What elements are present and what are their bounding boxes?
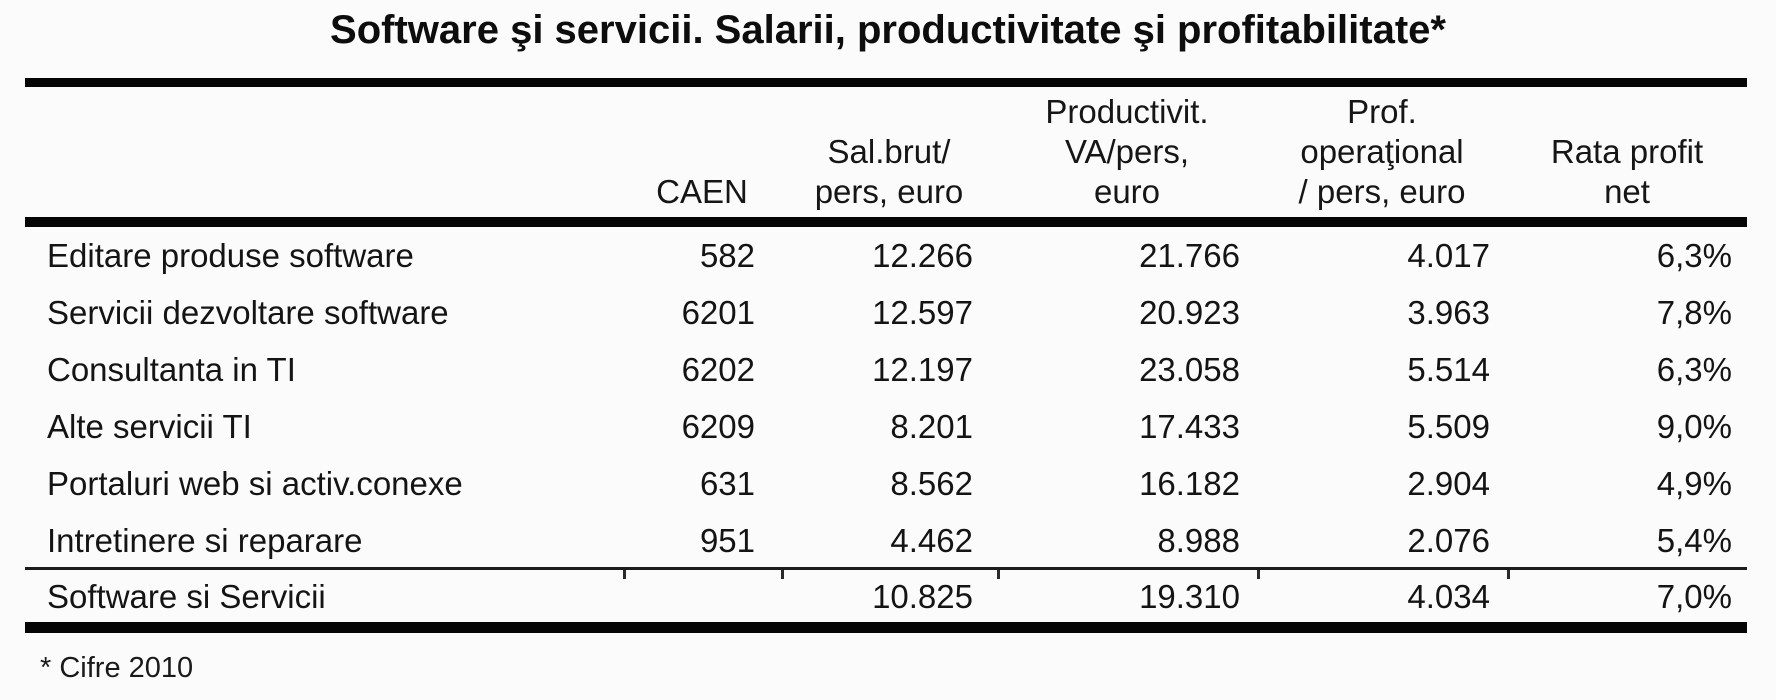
row-rata-value: 9,0% [1656,407,1732,445]
header-bottom-rule [25,217,1747,227]
bottom-thick-rule [25,622,1747,633]
header-caen: CAEN [656,173,748,210]
row-caen-value: 631 [699,464,755,502]
row-rata-value: 5,4% [1656,521,1732,559]
row-prod-value: 20.923 [1139,293,1240,331]
row-sal-value: 8.201 [890,407,973,445]
column-divider-tick [1507,570,1510,579]
row-prod-value: 8.988 [1157,521,1240,559]
row-caen-value: 582 [699,236,755,274]
row-prod-value: 23.058 [1139,350,1240,388]
row-prod-value: 17.433 [1139,407,1240,445]
row-prof-value: 5.509 [1407,407,1490,445]
row-caen-value: 6202 [681,350,755,388]
row-sal-value: 8.562 [890,464,973,502]
footnote: * Cifre 2010 [40,652,194,684]
row-prof-value: 5.514 [1407,350,1490,388]
row-activity-label: Intretinere si reparare [47,521,363,559]
column-divider-tick [781,570,784,579]
body-total-divider-rule [25,567,1747,570]
row-prof-value: 3.963 [1407,293,1490,331]
total-prof-value: 4.034 [1407,578,1490,615]
row-rata-value: 6,3% [1656,350,1732,388]
header-sal-brut: Sal.brut/ pers, euro [814,133,964,210]
row-rata-value: 4,9% [1656,464,1732,502]
table-row: Intretinere si reparare 951 4.462 8.988 … [25,512,1747,569]
table-row: Alte servicii TI 6209 8.201 17.433 5.509… [25,398,1747,455]
row-activity-label: Editare produse software [47,236,414,274]
header-productivitate: Productivit. VA/pers, euro [1045,93,1209,210]
table-row: Consultanta in TI 6202 12.197 23.058 5.5… [25,341,1747,398]
row-prod-value: 16.182 [1139,464,1240,502]
table-row: Portaluri web si activ.conexe 631 8.562 … [25,455,1747,512]
table-header-row: CAEN Sal.brut/ pers, euro Productivit. V… [25,88,1747,214]
header-rata-profit: Rata profit net [1550,133,1704,210]
header-profit-operational: Prof. operaţional / pers, euro [1298,93,1466,210]
column-divider-tick [997,570,1000,579]
total-sal-value: 10.825 [872,578,973,615]
row-sal-value: 12.266 [872,236,973,274]
row-caen-value: 6201 [681,293,755,331]
column-divider-tick [1257,570,1260,579]
row-activity-label: Servicii dezvoltare software [47,293,449,331]
row-sal-value: 4.462 [890,521,973,559]
row-rata-value: 7,8% [1656,293,1732,331]
row-caen-value: 6209 [681,407,755,445]
row-sal-value: 12.597 [872,293,973,331]
top-thick-rule [25,78,1747,87]
row-activity-label: Portaluri web si activ.conexe [47,464,463,502]
row-prof-value: 2.076 [1407,521,1490,559]
table-row: Editare produse software 582 12.266 21.7… [25,227,1747,284]
row-prod-value: 21.766 [1139,236,1240,274]
header-name [25,212,623,214]
row-rata-value: 6,3% [1656,236,1732,274]
column-divider-tick [623,570,626,579]
table-body: Editare produse software 582 12.266 21.7… [25,227,1747,569]
page-title: Software şi servicii. Salarii, productiv… [330,8,1446,52]
row-sal-value: 12.197 [872,350,973,388]
row-prof-value: 4.017 [1407,236,1490,274]
row-prof-value: 2.904 [1407,464,1490,502]
total-prod-value: 19.310 [1139,578,1240,615]
row-caen-value: 951 [699,521,755,559]
row-activity-label: Consultanta in TI [47,350,296,388]
table-total-row: Software si Servicii 10.825 19.310 4.034… [25,574,1747,620]
total-label: Software si Servicii [47,578,326,615]
row-activity-label: Alte servicii TI [47,407,252,445]
table-row: Servicii dezvoltare software 6201 12.597… [25,284,1747,341]
total-rata-value: 7,0% [1656,578,1732,615]
